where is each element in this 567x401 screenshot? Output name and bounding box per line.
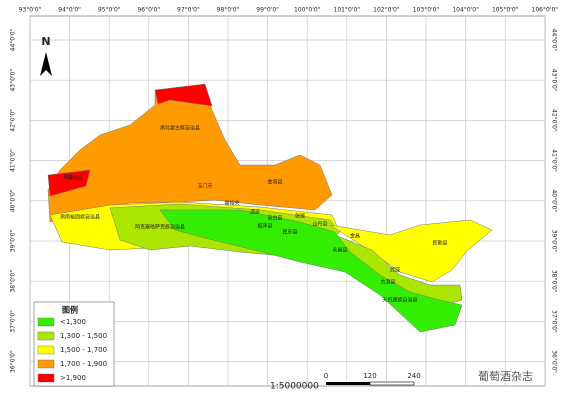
place-label: 玉门市 — [197, 183, 212, 190]
place-label: 嘉峪关 — [224, 200, 239, 207]
place-label: 民勤县 — [432, 240, 447, 247]
place-label: 阿克塞哈萨克族自治县 — [135, 224, 185, 231]
scale-label: 120 — [363, 372, 376, 380]
latitude-label: 40°0'0" — [10, 189, 17, 212]
longitude-label: 93°0'0" — [19, 7, 42, 14]
place-label: 天祝藏族自治县 — [382, 297, 417, 304]
longitude-label: 101°0'0" — [334, 7, 361, 14]
region — [329, 219, 493, 283]
region — [47, 87, 333, 223]
latitude-label: 44°0'0" — [551, 29, 558, 52]
latitude-label: 37°0'0" — [10, 310, 17, 333]
latitude-label: 40°0'0" — [551, 189, 558, 212]
legend-swatch — [37, 331, 55, 341]
longitude-label: 99°0'0" — [256, 7, 279, 14]
longitude-label: 97°0'0" — [177, 7, 200, 14]
longitude-label: 106°0'0" — [532, 7, 559, 14]
latitude-label: 39°0'0" — [10, 229, 17, 252]
latitude-label: 42°0'0" — [10, 109, 17, 132]
north-arrow: N — [40, 35, 52, 76]
place-label: 敦煌 — [63, 174, 73, 181]
legend-swatch — [37, 373, 55, 383]
place-label: 张掖 — [295, 213, 305, 220]
place-label: 民乐县 — [282, 229, 297, 236]
legend-label: 1,700 - 1,900 — [60, 360, 107, 368]
place-label: 永昌县 — [332, 247, 347, 254]
place-label: 金塔县 — [267, 179, 282, 186]
place-label: 酒泉 — [250, 209, 260, 216]
north-label: N — [41, 35, 50, 48]
watermark: 葡萄酒杂志 — [478, 370, 533, 383]
legend-swatch — [37, 345, 55, 355]
latitude-label: 41°0'0" — [551, 149, 558, 172]
longitude-label: 102°0'0" — [373, 7, 400, 14]
place-label: 山丹县 — [312, 221, 327, 228]
place-label: 古浪县 — [380, 279, 395, 286]
longitude-label: 94°0'0" — [58, 7, 81, 14]
longitude-label: 96°0'0" — [137, 7, 160, 14]
latitude-label: 36°0'0" — [551, 350, 558, 373]
longitude-label: 100°0'0" — [294, 7, 321, 14]
region — [159, 209, 463, 333]
latitude-label: 42°0'0" — [551, 109, 558, 132]
place-label: 肃南裕固族自治县 — [60, 214, 100, 221]
scale-label: 240 — [407, 372, 420, 380]
latitude-label: 37°0'0" — [551, 310, 558, 333]
place-label: 高台县 — [267, 215, 282, 222]
longitude-label: 104°0'0" — [452, 7, 479, 14]
region — [47, 169, 91, 197]
place-label: 武威 — [390, 267, 400, 274]
scale-label: 0 — [324, 372, 328, 380]
legend-label: 1,300 - 1,500 — [60, 332, 107, 340]
scale-text: 1:5000000 — [270, 382, 319, 392]
latitude-label: 43°0'0" — [551, 69, 558, 92]
longitude-label: 98°0'0" — [217, 7, 240, 14]
latitude-label: 38°0'0" — [10, 270, 17, 293]
latitude-label: 43°0'0" — [10, 69, 17, 92]
region — [154, 83, 213, 107]
latitude-label: 39°0'0" — [551, 230, 558, 253]
place-label: 金昌 — [350, 233, 360, 240]
place-label: 临泽县 — [257, 223, 272, 230]
legend-label: 1,500 - 1,700 — [60, 346, 107, 354]
legend-label: <1,300 — [60, 318, 86, 326]
latitude-label: 38°0'0" — [551, 270, 558, 293]
longitude-label: 103°0'0" — [413, 7, 440, 14]
legend-swatch — [37, 359, 55, 369]
place-label: 肃北蒙古族自治县 — [160, 125, 200, 132]
legend-label: >1,900 — [60, 374, 86, 382]
legend-title: 图例 — [62, 305, 78, 315]
legend-swatch — [37, 317, 55, 327]
latitude-label: 36°0'0" — [10, 350, 17, 373]
latitude-label: 44°0'0" — [10, 28, 17, 51]
place-label: 瓜州县 — [67, 176, 82, 182]
longitude-label: 105°0'0" — [492, 7, 519, 14]
longitude-label: 95°0'0" — [98, 7, 121, 14]
latitude-label: 41°0'0" — [10, 149, 17, 172]
legend: 图例 <1,300 1,300 - 1,500 1,500 - 1,700 1,700… — [33, 301, 115, 387]
scale-bar — [326, 381, 415, 386]
